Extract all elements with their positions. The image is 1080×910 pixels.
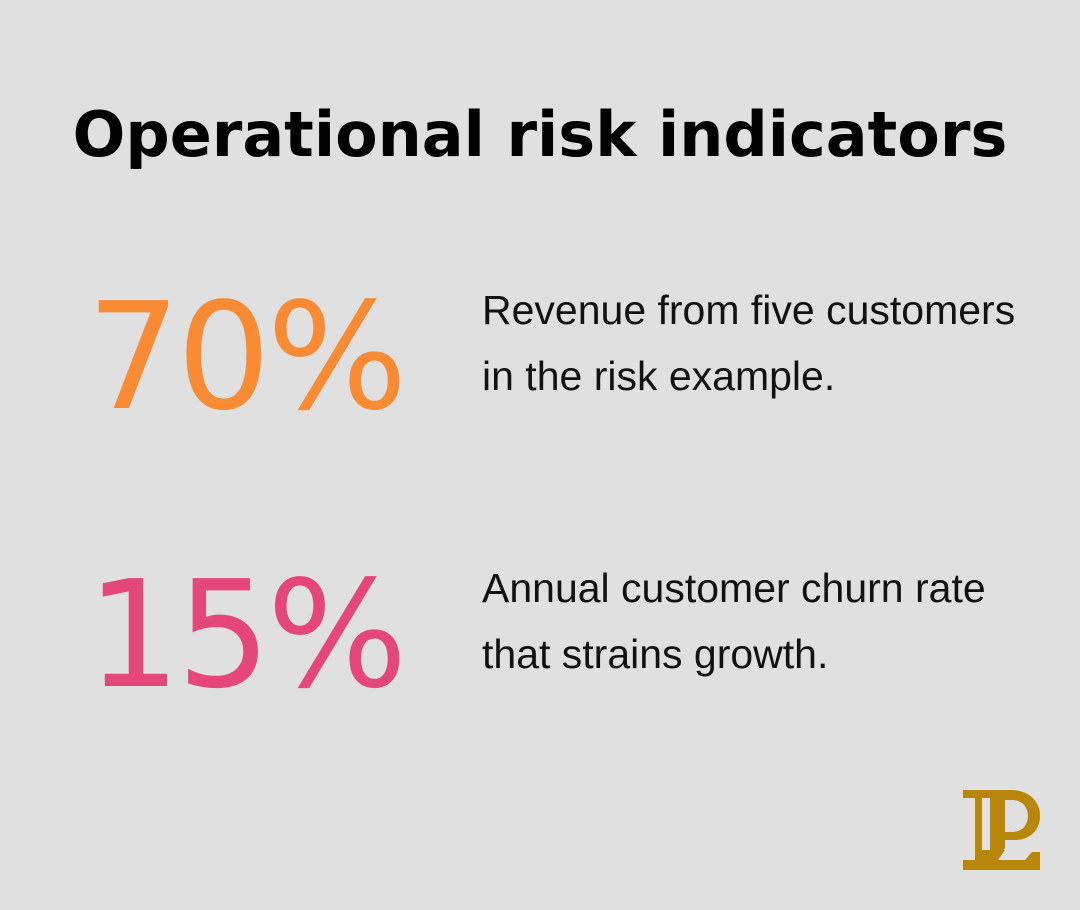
page-title: Operational risk indicators (72, 98, 1008, 171)
stat-description-churn-rate: Annual customer churn rate that strains … (482, 565, 986, 677)
pl-monogram-logo-icon (963, 790, 1040, 870)
stat-description-revenue-concentration: Revenue from five customers in the risk … (482, 287, 1016, 399)
stat-value-churn-rate: 15% (86, 549, 408, 721)
stat-value-revenue-concentration: 70% (86, 271, 408, 443)
